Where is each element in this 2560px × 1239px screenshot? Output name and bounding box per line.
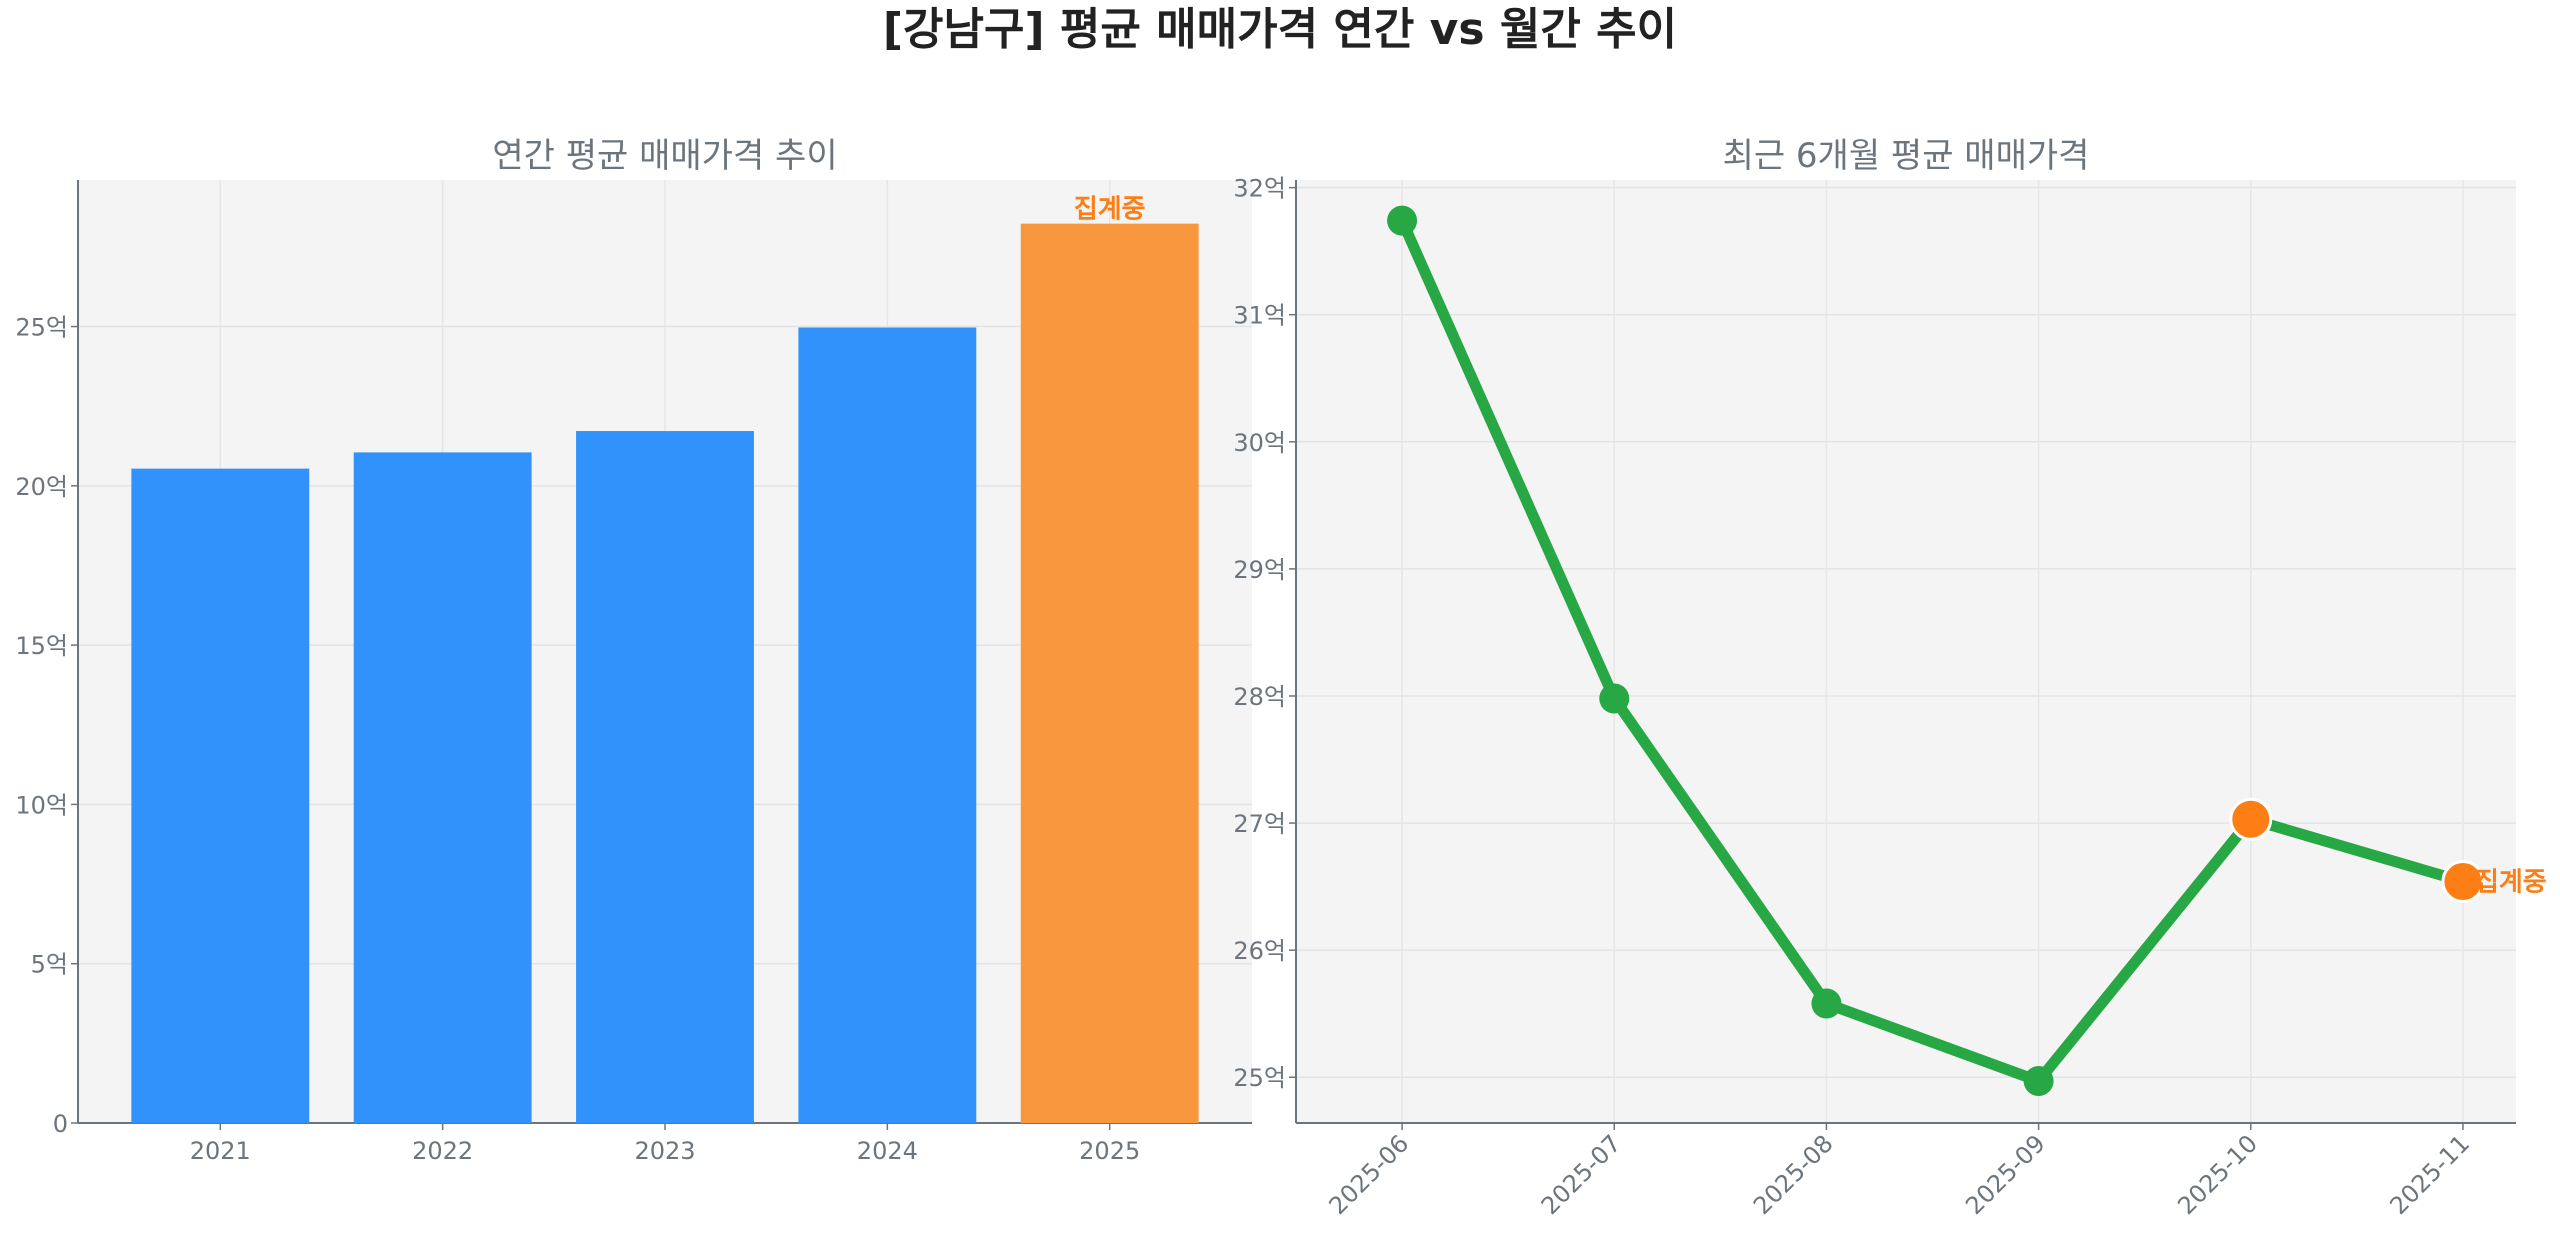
annual-bar-chart: 연간 평균 매매가격 추이 0 5억 10억 15억 20억 25억 2021 2022 202… [15,136,1252,1165]
data-point-2025-10 [2229,797,2273,841]
y-tick-label: 32억 [1233,175,1286,203]
x-tick-label: 2025-06 [1324,1129,1415,1220]
y-tick-label: 0 [53,1110,68,1138]
y-tick-label: 25억 [15,314,68,342]
y-tick-label: 26억 [1233,937,1286,965]
x-tick-label: 2021 [190,1137,251,1165]
monthly-chart-title: 최근 6개월 평균 매매가격 [1723,136,2090,176]
annual-chart-title: 연간 평균 매매가격 추이 [492,136,837,176]
data-point-2025-06 [1387,205,1418,236]
y-tick-label: 31억 [1233,302,1286,330]
annotation-label: 집계중 [1074,195,1146,225]
x-tick-label: 2025-11 [2384,1129,2475,1220]
data-point-2025-07 [1599,683,1630,714]
series-line [1397,218,2465,1087]
x-tick-label: 2023 [634,1137,695,1165]
x-tick-label: 2022 [412,1137,473,1165]
y-tick-label: 5억 [31,951,68,979]
y-tick-label: 27억 [1233,810,1286,838]
data-point-2025-11 [2441,860,2485,904]
data-point-2025-09 [2023,1066,2054,1097]
annotation-label: 집계중 [2475,868,2547,898]
y-tick-label: 15억 [15,632,68,660]
data-point-2025-08 [1811,988,1842,1019]
plot-area [1296,180,2516,1123]
bar-2022 [353,452,532,1123]
x-tick-label: 2025-10 [2172,1129,2263,1220]
y-tick-label: 30억 [1233,429,1286,457]
x-tick-label: 2025-08 [1748,1129,1839,1220]
y-tick-label: 10억 [15,791,68,819]
bar-2021 [131,468,310,1123]
bar-2023 [576,431,754,1124]
y-tick-label: 29억 [1233,556,1286,584]
y-tick-label: 20억 [15,473,68,501]
y-tick-label: 28억 [1233,683,1286,711]
x-tick-label: 2025-07 [1536,1129,1627,1220]
y-tick-label: 25억 [1233,1064,1286,1092]
x-tick-label: 2025-09 [1960,1129,2051,1220]
figure-title: [강남구] 평균 매매가격 연간 vs 월간 추이 [883,4,1677,55]
bar-2024 [798,327,977,1123]
monthly-line-chart: 최근 6개월 평균 매매가격 25억 26억 27억 28억 29억 30억 31억 32억 2… [1233,136,2546,1220]
x-tick-label: 2025 [1079,1137,1140,1165]
bar-2025 [1020,223,1199,1123]
x-tick-label: 2024 [857,1137,918,1165]
